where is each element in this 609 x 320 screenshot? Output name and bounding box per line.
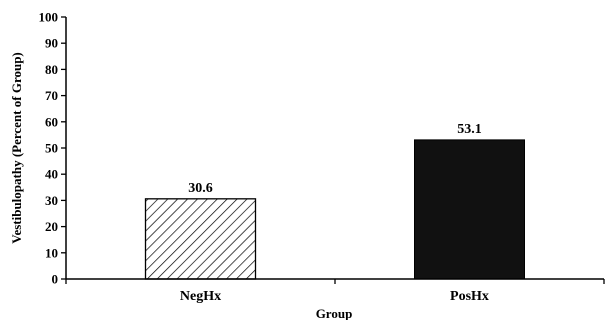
y-tick-label: 10: [45, 245, 58, 260]
x-axis-title: Group: [316, 306, 353, 320]
data-labels: 30.6 53.1: [188, 122, 482, 196]
y-tick-label: 0: [52, 272, 59, 287]
y-tick-label: 60: [45, 114, 58, 129]
y-tick-label: 20: [45, 219, 58, 234]
y-tick-label: 30: [45, 193, 58, 208]
bar-neghx: [144, 198, 257, 280]
category-label-neghx: NegHx: [180, 289, 221, 304]
category-labels: NegHx PosHx: [180, 289, 489, 304]
data-label-poshx: 53.1: [457, 122, 482, 137]
y-tick-label: 90: [45, 36, 58, 51]
y-tick-label: 40: [45, 167, 58, 182]
y-tick-label: 70: [45, 88, 58, 103]
y-axis-ticks: 0 10 20 30 40 50 60 70 80 90 100: [39, 10, 605, 287]
axes: [65, 17, 604, 280]
bar-poshx: [414, 139, 525, 280]
y-axis-title: Vestibulopathy (Percent of Group): [9, 52, 24, 244]
y-tick-label: 100: [39, 10, 59, 25]
bars: [144, 139, 525, 280]
y-tick-label: 50: [45, 141, 58, 156]
y-tick-label: 80: [45, 62, 58, 77]
category-label-poshx: PosHx: [450, 289, 489, 304]
data-label-neghx: 30.6: [188, 181, 213, 196]
